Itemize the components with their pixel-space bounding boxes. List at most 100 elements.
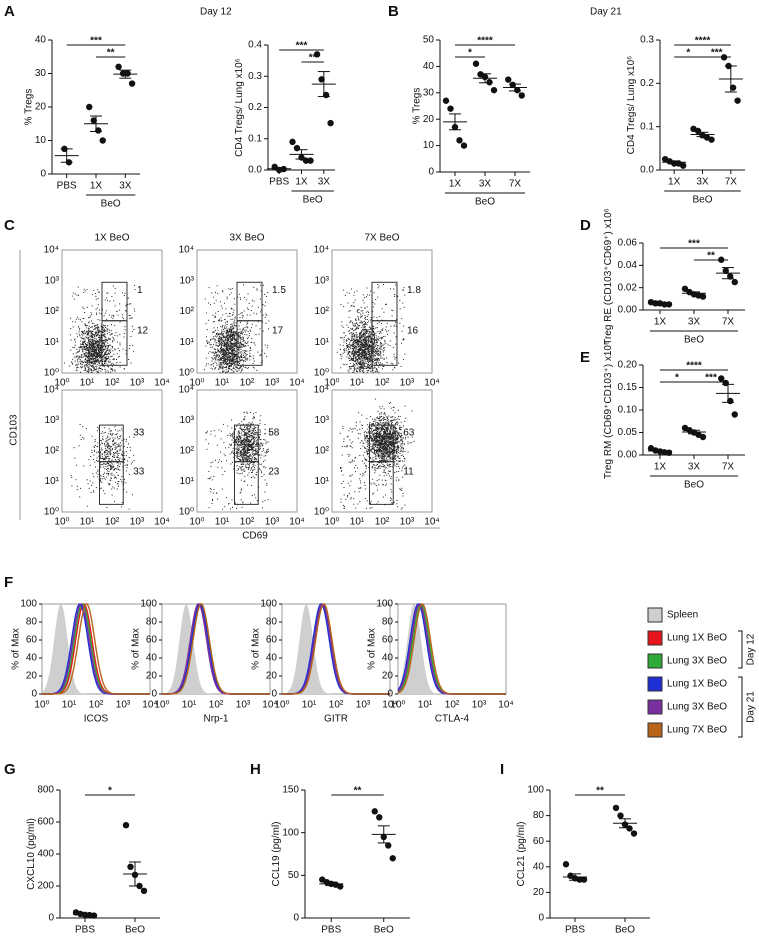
event-dot: [229, 365, 231, 367]
event-dot: [238, 335, 240, 337]
event-dot: [93, 368, 95, 370]
event-dot: [372, 346, 374, 348]
event-dot: [256, 432, 258, 434]
x-tick-label: 1X: [668, 177, 681, 188]
event-dot: [358, 362, 360, 364]
event-dot: [253, 286, 255, 288]
event-dot: [104, 326, 106, 328]
event-dot: [233, 342, 235, 344]
event-dot: [105, 446, 107, 448]
event-dot: [233, 371, 235, 373]
event-dot: [104, 345, 106, 347]
event-dot: [100, 370, 102, 372]
event-dot: [99, 341, 101, 343]
event-dot: [258, 462, 260, 464]
event-dot: [379, 330, 381, 332]
event-dot: [234, 334, 236, 336]
event-dot: [245, 345, 247, 347]
event-dot: [90, 350, 92, 352]
event-dot: [228, 366, 230, 368]
event-dot: [238, 343, 240, 345]
event-dot: [362, 359, 364, 361]
event-dot: [234, 316, 236, 318]
event-dot: [245, 439, 247, 441]
event-dot: [106, 333, 108, 335]
y-tick-label: 0.4: [248, 40, 262, 51]
event-dot: [376, 358, 378, 360]
event-dot: [112, 433, 114, 435]
event-dot: [365, 344, 367, 346]
event-dot: [239, 317, 241, 319]
y-tick-label: 100: [282, 827, 299, 838]
event-dot: [252, 469, 254, 471]
event-dot: [102, 443, 104, 445]
event-dot: [126, 464, 128, 466]
event-dot: [75, 367, 77, 369]
event-dot: [213, 327, 215, 329]
event-dot: [213, 355, 215, 357]
event-dot: [214, 361, 216, 363]
event-dot: [107, 439, 109, 441]
event-dot: [372, 372, 374, 374]
event-dot: [112, 346, 114, 348]
event-dot: [341, 325, 343, 327]
event-dot: [245, 463, 247, 465]
event-dot: [227, 356, 229, 358]
event-dot: [92, 355, 94, 357]
event-dot: [372, 361, 374, 363]
event-dot: [267, 448, 269, 450]
event-dot: [347, 351, 349, 353]
event-dot: [121, 439, 123, 441]
event-dot: [245, 454, 247, 456]
event-dot: [116, 310, 118, 312]
event-dot: [77, 367, 79, 369]
event-dot: [393, 353, 395, 355]
event-dot: [230, 336, 232, 338]
event-dot: [98, 309, 100, 311]
event-dot: [343, 289, 345, 291]
event-dot: [96, 331, 98, 333]
event-dot: [105, 341, 107, 343]
event-dot: [372, 347, 374, 349]
event-dot: [104, 359, 106, 361]
event-dot: [215, 357, 217, 359]
event-dot: [107, 450, 109, 452]
event-dot: [223, 361, 225, 363]
event-dot: [250, 435, 252, 437]
event-dot: [111, 465, 113, 467]
event-dot: [123, 452, 125, 454]
event-dot: [351, 339, 353, 341]
event-dot: [358, 367, 360, 369]
event-dot: [349, 292, 351, 294]
event-dot: [91, 358, 93, 360]
event-dot: [99, 359, 101, 361]
event-dot: [95, 333, 97, 335]
event-dot: [353, 354, 355, 356]
event-dot: [362, 350, 364, 352]
event-dot: [237, 453, 239, 455]
data-point: [95, 127, 102, 134]
event-dot: [246, 354, 248, 356]
event-dot: [107, 300, 109, 302]
event-dot: [350, 332, 352, 334]
event-dot: [231, 359, 233, 361]
event-dot: [368, 347, 370, 349]
event-dot: [88, 317, 90, 319]
event-dot: [241, 333, 243, 335]
event-dot: [381, 348, 383, 350]
y-tick-label: 0: [293, 913, 299, 924]
event-dot: [366, 356, 368, 358]
event-dot: [370, 358, 372, 360]
event-dot: [231, 357, 233, 359]
event-dot: [105, 444, 107, 446]
event-dot: [222, 349, 224, 351]
event-dot: [90, 348, 92, 350]
event-dot: [247, 345, 249, 347]
event-dot: [253, 312, 255, 314]
event-dot: [230, 358, 232, 360]
event-dot: [225, 337, 227, 339]
event-dot: [362, 312, 364, 314]
event-dot: [374, 349, 376, 351]
event-dot: [88, 341, 90, 343]
x-tick-label: 10²: [375, 378, 390, 389]
